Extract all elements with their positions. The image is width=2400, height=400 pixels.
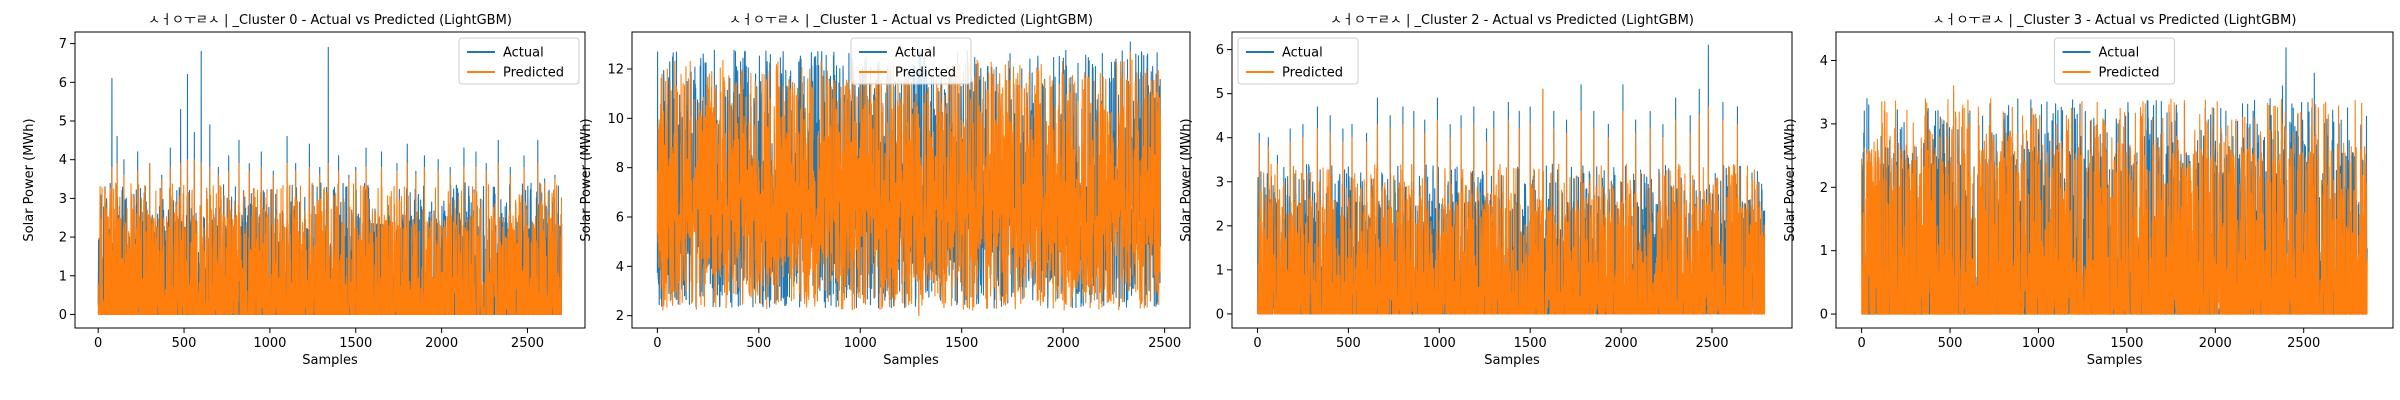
x-tick-label: 0 [1253, 336, 1261, 351]
y-tick-label: 6 [616, 211, 624, 226]
y-tick-label: 4 [1820, 54, 1828, 69]
chart-title: ㅅㅓㅇㅜㄹㅅ | _Cluster 0 - Actual vs Predicte… [148, 13, 512, 28]
x-tick-label: 2500 [1695, 336, 1728, 351]
x-tick-label: 0 [94, 336, 102, 351]
y-tick-label: 4 [1216, 131, 1224, 146]
y-tick-label: 10 [607, 112, 624, 127]
x-tick-label: 0 [653, 336, 661, 351]
y-tick-label: 0 [1216, 307, 1224, 322]
series-line-predicted [656, 51, 1161, 317]
legend: Actual Predicted [2054, 37, 2175, 85]
subplot-1: 0 500 1000 1500 2000 2500 2 4 6 8 10 12 Samples Solar… [579, 13, 1191, 368]
y-tick-label: 1 [1820, 244, 1828, 259]
x-axis-label: Samples [2087, 353, 2143, 368]
y-tick-label: 2 [616, 309, 624, 324]
y-tick-label: 0 [1820, 308, 1828, 323]
x-axis-label: Samples [883, 353, 939, 368]
y-tick-label: 3 [1216, 175, 1224, 190]
y-tick-label: 2 [59, 231, 67, 246]
y-axis-label: Solar Power (MWh) [1179, 118, 1194, 241]
y-tick-label: 2 [1216, 219, 1224, 234]
x-tick-label: 500 [1938, 336, 1963, 351]
y-tick-label: 4 [59, 153, 67, 168]
legend: Actual Predicted [1237, 37, 1359, 85]
subplot-2: 0 500 1000 1500 2000 2500 0 1 2 3 4 5 6 Samples Solar … [1179, 13, 1793, 368]
y-tick-label: 2 [1820, 181, 1828, 196]
axes-frame [1835, 31, 2394, 329]
y-axis-label: Solar Power (MWh) [22, 118, 37, 241]
y-axis-label: Solar Power (MWh) [579, 118, 594, 241]
series-line-predicted [97, 159, 563, 316]
x-tick-label: 1500 [2110, 336, 2143, 351]
y-tick-label: 7 [59, 37, 67, 52]
legend-label-actual: Actual [503, 46, 544, 61]
legend: Actual Predicted [458, 37, 580, 85]
x-tick-label: 2000 [1605, 336, 1638, 351]
x-tick-label: 500 [1336, 336, 1361, 351]
y-tick-label: 8 [616, 161, 624, 176]
y-tick-label: 3 [59, 192, 67, 207]
y-tick-label: 6 [59, 76, 67, 91]
axes-frame [1231, 31, 1793, 329]
y-tick-label: 5 [1216, 87, 1224, 102]
series-line-predicted [1861, 85, 2368, 315]
x-tick-label: 2000 [425, 336, 458, 351]
chart-title: ㅅㅓㅇㅜㄹㅅ | _Cluster 1 - Actual vs Predicte… [729, 13, 1093, 28]
y-tick-label: 12 [607, 63, 624, 78]
legend: Actual Predicted [850, 37, 972, 85]
x-tick-label: 0 [1857, 336, 1865, 351]
subplot-0: 0 500 1000 1500 2000 2500 0 1 2 3 4 5 6 7 Samples Solar… [22, 13, 586, 368]
series-line-predicted [1257, 88, 1766, 315]
legend-label-predicted: Predicted [895, 66, 956, 81]
x-axis-label: Samples [302, 353, 358, 368]
y-tick-label: 1 [59, 269, 67, 284]
legend-label-predicted: Predicted [2099, 66, 2160, 81]
axes-frame [631, 31, 1191, 329]
x-tick-label: 1500 [339, 336, 372, 351]
x-tick-label: 1500 [945, 336, 978, 351]
x-tick-label: 500 [746, 336, 771, 351]
subplot-3: 0 500 1000 1500 2000 2500 0 1 2 3 4 Samples Solar Po… [1783, 13, 2394, 368]
y-tick-label: 1 [1216, 263, 1224, 278]
legend-label-actual: Actual [2099, 46, 2140, 61]
y-tick-label: 4 [616, 260, 624, 275]
legend-label-actual: Actual [1282, 46, 1323, 61]
y-tick-label: 3 [1820, 117, 1828, 132]
legend-label-predicted: Predicted [503, 66, 564, 81]
axes-frame [74, 31, 586, 329]
x-tick-label: 2000 [1047, 336, 1080, 351]
x-axis-label: Samples [1484, 353, 1540, 368]
x-tick-label: 1000 [2022, 336, 2055, 351]
x-tick-label: 1500 [1514, 336, 1547, 351]
x-tick-label: 2500 [511, 336, 544, 351]
x-tick-label: 2000 [2199, 336, 2232, 351]
chart-title: ㅅㅓㅇㅜㄹㅅ | _Cluster 2 - Actual vs Predicte… [1330, 13, 1694, 28]
x-tick-label: 2500 [2287, 336, 2320, 351]
chart-title: ㅅㅓㅇㅜㄹㅅ | _Cluster 3 - Actual vs Predicte… [1933, 13, 2297, 28]
legend-label-actual: Actual [895, 46, 936, 61]
legend-label-predicted: Predicted [1282, 66, 1343, 81]
x-tick-label: 500 [172, 336, 197, 351]
y-tick-label: 0 [59, 308, 67, 323]
x-tick-label: 1000 [253, 336, 286, 351]
x-tick-label: 1000 [844, 336, 877, 351]
y-tick-label: 5 [59, 114, 67, 129]
x-tick-label: 1000 [1423, 336, 1456, 351]
y-tick-label: 6 [1216, 43, 1224, 58]
y-axis-label: Solar Power (MWh) [1783, 118, 1798, 241]
x-tick-label: 2500 [1148, 336, 1181, 351]
